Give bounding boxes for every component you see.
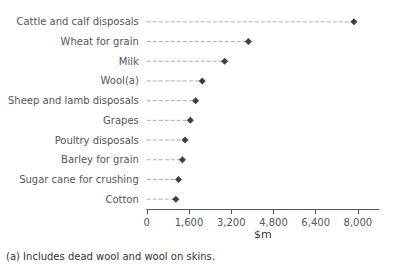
svg-text:6,400: 6,400: [301, 217, 330, 228]
svg-text:Wool(a): Wool(a): [101, 75, 139, 86]
svg-text:0: 0: [144, 217, 150, 228]
svg-text:Milk: Milk: [119, 56, 139, 67]
svg-text:Grapes: Grapes: [103, 115, 139, 126]
svg-text:Cotton: Cotton: [105, 194, 138, 205]
svg-text:3,200: 3,200: [217, 217, 246, 228]
svg-text:(a) Includes dead wool and woo: (a) Includes dead wool and wool on skins…: [6, 251, 215, 262]
svg-text:$m: $m: [254, 228, 272, 241]
svg-text:Sheep and lamb disposals: Sheep and lamb disposals: [8, 95, 139, 106]
svg-text:Barley for grain: Barley for grain: [61, 154, 139, 165]
svg-text:4,800: 4,800: [259, 217, 288, 228]
svg-text:Sugar cane for crushing: Sugar cane for crushing: [19, 174, 139, 185]
svg-text:1,600: 1,600: [175, 217, 204, 228]
svg-text:Wheat for grain: Wheat for grain: [61, 36, 139, 47]
svg-text:Cattle and calf disposals: Cattle and calf disposals: [17, 16, 139, 27]
svg-text:8,000: 8,000: [344, 217, 373, 228]
svg-text:Poultry disposals: Poultry disposals: [55, 135, 139, 146]
